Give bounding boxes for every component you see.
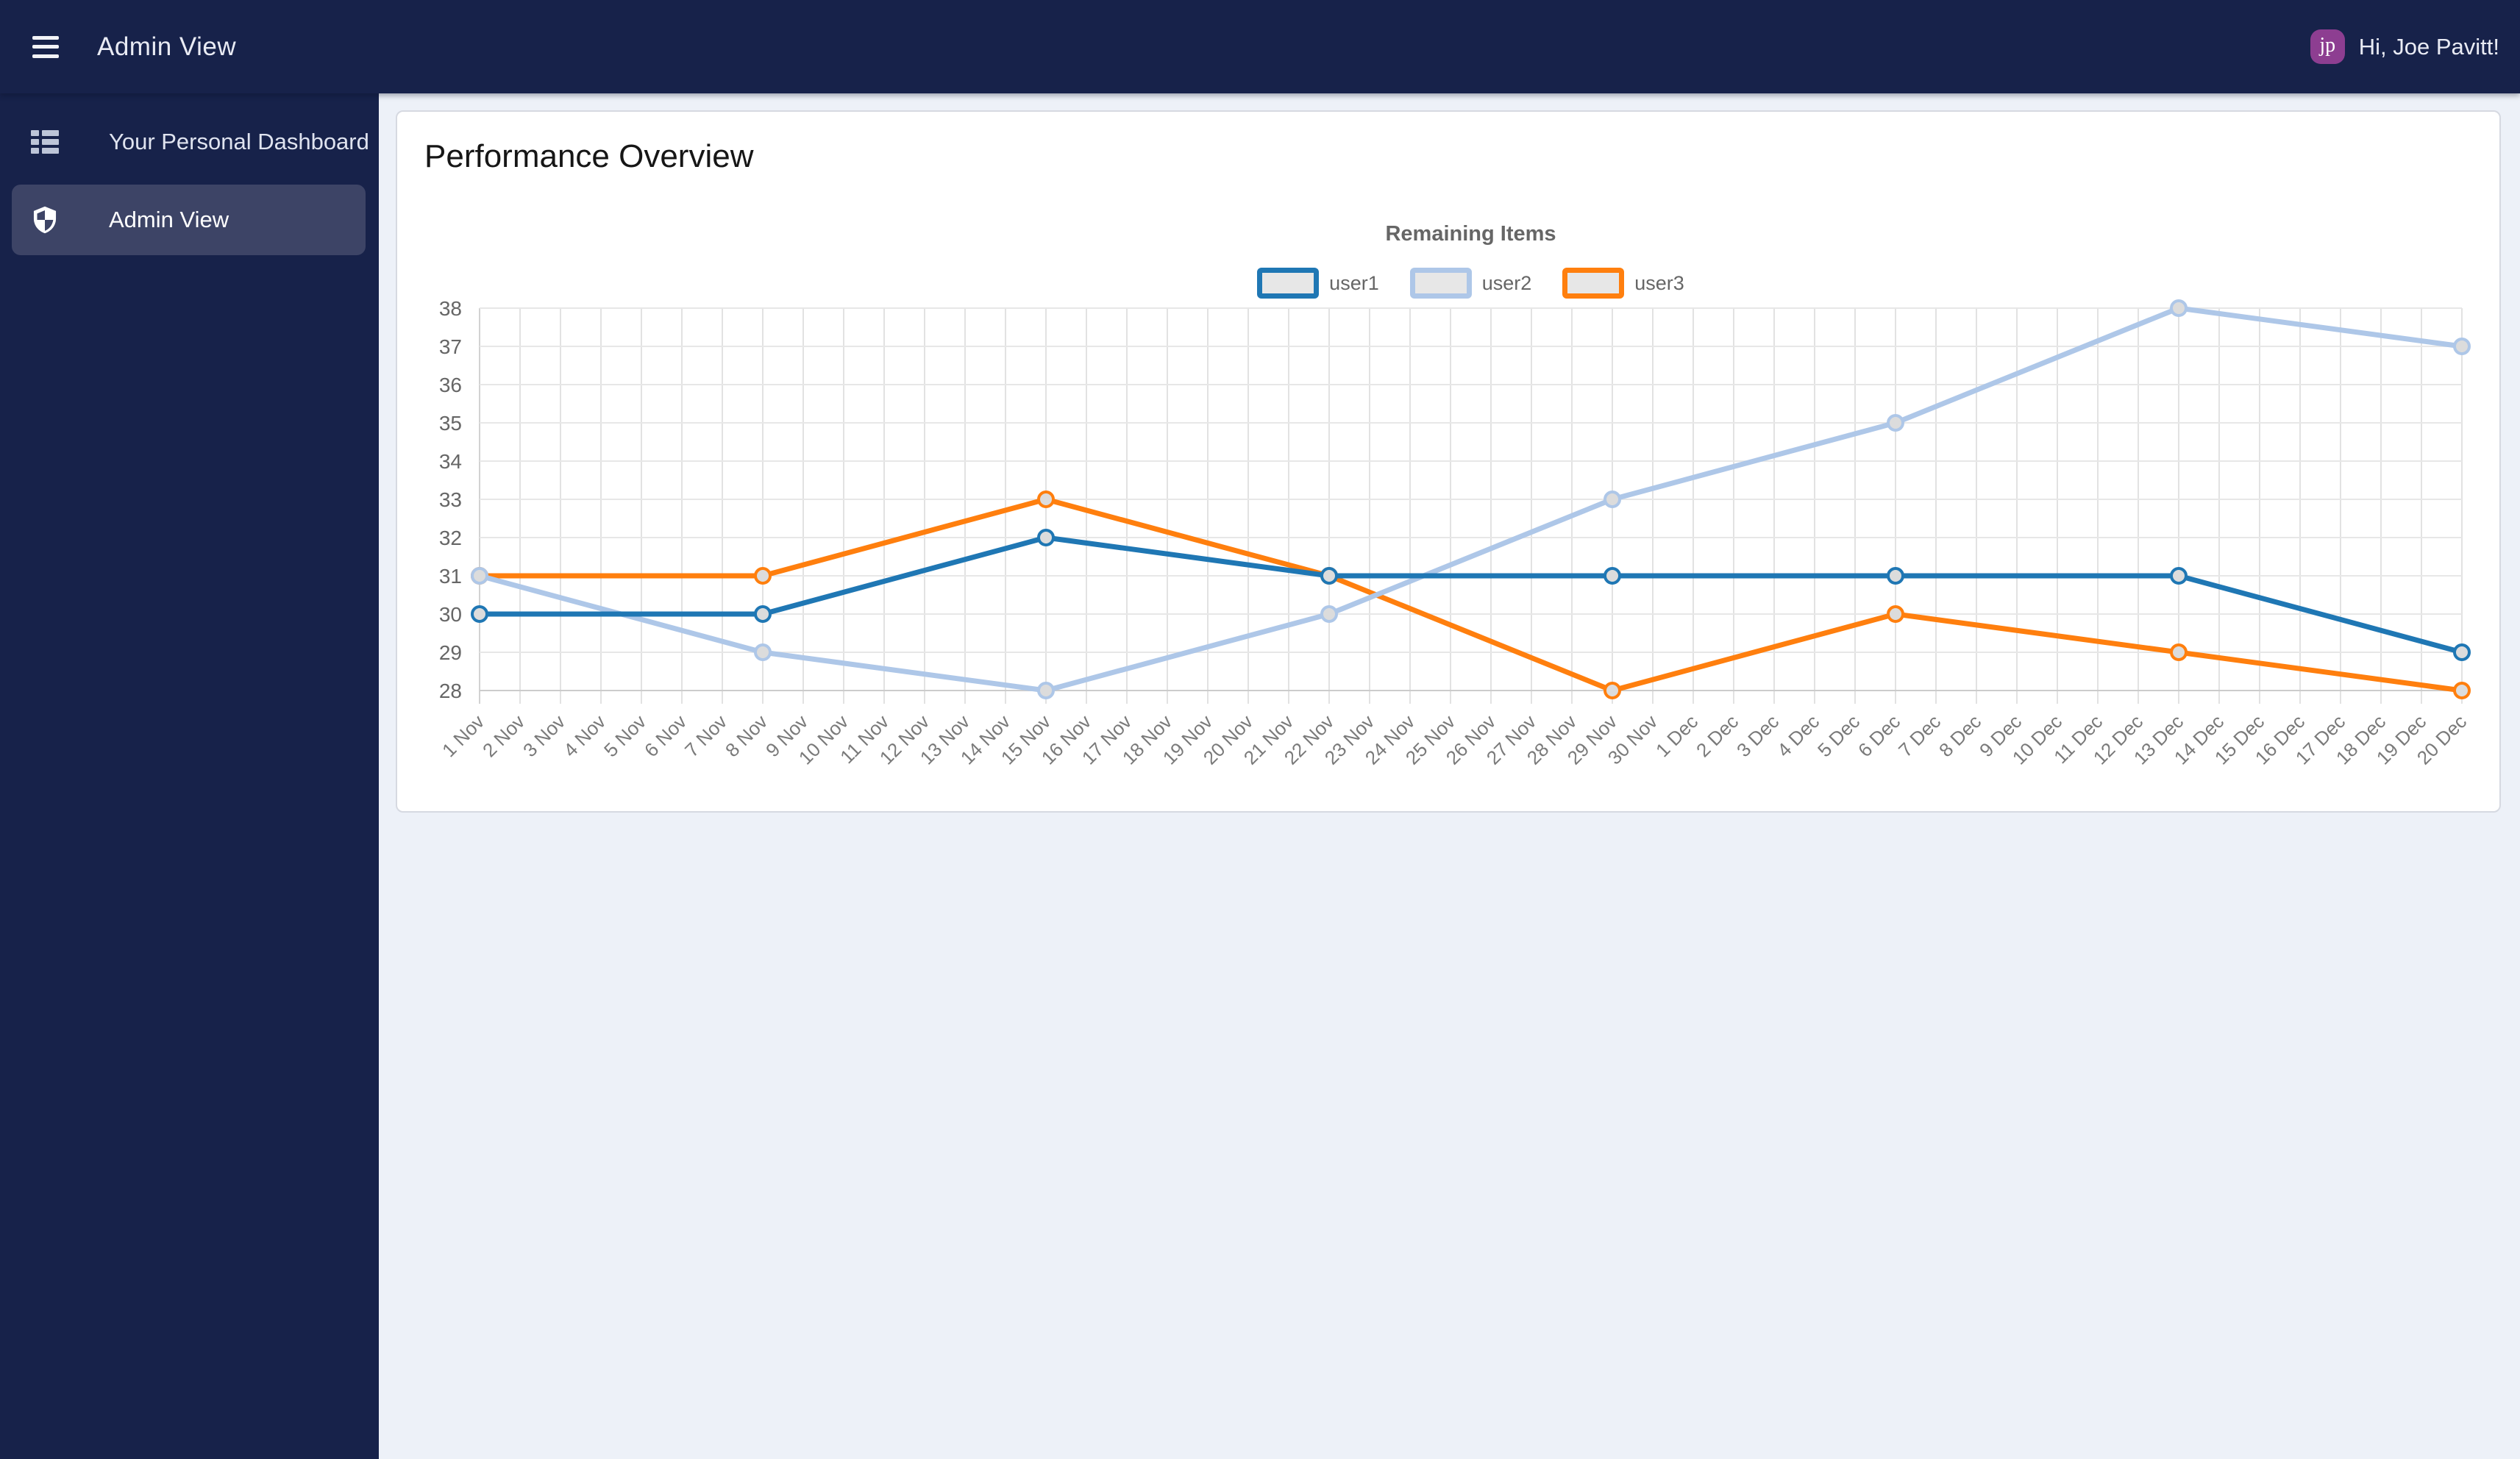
dashboard-list-icon — [29, 129, 60, 154]
user-menu[interactable]: jp Hi, Joe Pavitt! — [2310, 29, 2499, 64]
card-title: Performance Overview — [424, 138, 754, 174]
data-point — [2453, 338, 2471, 355]
user-greeting: Hi, Joe Pavitt! — [2358, 33, 2499, 60]
x-gridlines — [479, 308, 2463, 704]
hamburger-icon — [32, 35, 59, 40]
svg-text:4 Dec: 4 Dec — [1773, 710, 1823, 761]
sidebar-item-admin-view[interactable]: Admin View — [12, 185, 366, 255]
svg-text:8 Nov: 8 Nov — [721, 710, 772, 761]
topbar: Admin View jp Hi, Joe Pavitt! — [0, 0, 2520, 93]
legend-label: user2 — [1481, 271, 1532, 294]
data-point — [1320, 605, 1338, 623]
y-gridlines — [480, 307, 2462, 691]
svg-text:6 Nov: 6 Nov — [640, 710, 691, 761]
data-point — [2170, 643, 2188, 661]
main-content: Performance Overview Remaining Items use… — [379, 93, 2520, 1459]
data-point — [754, 643, 772, 661]
sidebar-item-label: Your Personal Dashboard — [109, 129, 369, 154]
data-point — [471, 605, 488, 623]
data-point — [1604, 567, 1621, 585]
data-point — [1604, 491, 1621, 508]
legend-item-user3[interactable]: user3 — [1562, 268, 1684, 299]
svg-text:5 Nov: 5 Nov — [599, 710, 650, 761]
hamburger-icon — [32, 45, 59, 49]
data-point — [1320, 567, 1338, 585]
svg-text:1 Dec: 1 Dec — [1651, 710, 1702, 761]
data-point — [1604, 682, 1621, 699]
shield-icon — [29, 203, 60, 237]
legend-label: user1 — [1329, 271, 1379, 294]
svg-text:37: 37 — [439, 335, 462, 358]
legend-swatch — [1409, 268, 1472, 299]
series-user1 — [471, 529, 2471, 661]
svg-text:31: 31 — [439, 565, 462, 588]
chart-legend: user1 user2 user3 — [480, 266, 2462, 300]
app-title: Admin View — [97, 32, 237, 61]
svg-text:29: 29 — [439, 641, 462, 664]
svg-text:33: 33 — [439, 488, 462, 511]
data-point — [754, 567, 772, 585]
data-point — [1887, 567, 1904, 585]
svg-text:5 Dec: 5 Dec — [1813, 710, 1864, 761]
hamburger-icon — [32, 54, 59, 58]
data-point — [754, 605, 772, 623]
series-user3 — [471, 491, 2471, 699]
sidebar-item-label: Admin View — [109, 207, 229, 232]
chart-title: Remaining Items — [1385, 222, 1556, 246]
data-point — [1037, 491, 1055, 508]
data-point — [471, 567, 488, 585]
svg-text:34: 34 — [439, 450, 462, 473]
svg-text:8 Dec: 8 Dec — [1935, 710, 1985, 761]
svg-text:32: 32 — [439, 527, 462, 549]
svg-text:4 Nov: 4 Nov — [559, 710, 610, 761]
svg-text:7 Dec: 7 Dec — [1894, 710, 1945, 761]
sidebar: Your Personal Dashboard Admin View — [0, 93, 379, 1459]
y-axis-labels: 28 29 30 31 32 33 34 35 36 37 38 — [439, 297, 462, 702]
legend-label: user3 — [1634, 271, 1684, 294]
avatar[interactable]: jp — [2310, 29, 2345, 64]
legend-item-user2[interactable]: user2 — [1409, 268, 1532, 299]
legend-swatch — [1562, 268, 1625, 299]
svg-text:3 Dec: 3 Dec — [1732, 710, 1783, 761]
performance-card: Performance Overview Remaining Items use… — [396, 110, 2501, 813]
data-point — [2170, 567, 2188, 585]
svg-text:30: 30 — [439, 603, 462, 626]
data-point — [2453, 643, 2471, 661]
svg-text:1 Nov: 1 Nov — [438, 710, 488, 761]
sidebar-item-your-personal-dashboard[interactable]: Your Personal Dashboard — [0, 107, 379, 177]
svg-text:2 Nov: 2 Nov — [478, 710, 529, 761]
data-point — [1887, 605, 1904, 623]
series-user2 — [471, 299, 2471, 699]
data-point — [1887, 414, 1904, 432]
svg-text:2 Dec: 2 Dec — [1692, 710, 1743, 761]
svg-text:7 Nov: 7 Nov — [680, 710, 731, 761]
legend-swatch — [1257, 268, 1320, 299]
svg-text:36: 36 — [439, 374, 462, 396]
data-point — [2453, 682, 2471, 699]
legend-item-user1[interactable]: user1 — [1257, 268, 1379, 299]
svg-text:3 Nov: 3 Nov — [519, 710, 569, 761]
menu-toggle-button[interactable] — [32, 35, 59, 58]
svg-text:6 Dec: 6 Dec — [1854, 710, 1904, 761]
data-point — [2170, 299, 2188, 317]
svg-text:38: 38 — [439, 297, 462, 320]
svg-text:28: 28 — [439, 679, 462, 702]
data-point — [1037, 682, 1055, 699]
data-point — [1037, 529, 1055, 546]
svg-text:35: 35 — [439, 412, 462, 435]
